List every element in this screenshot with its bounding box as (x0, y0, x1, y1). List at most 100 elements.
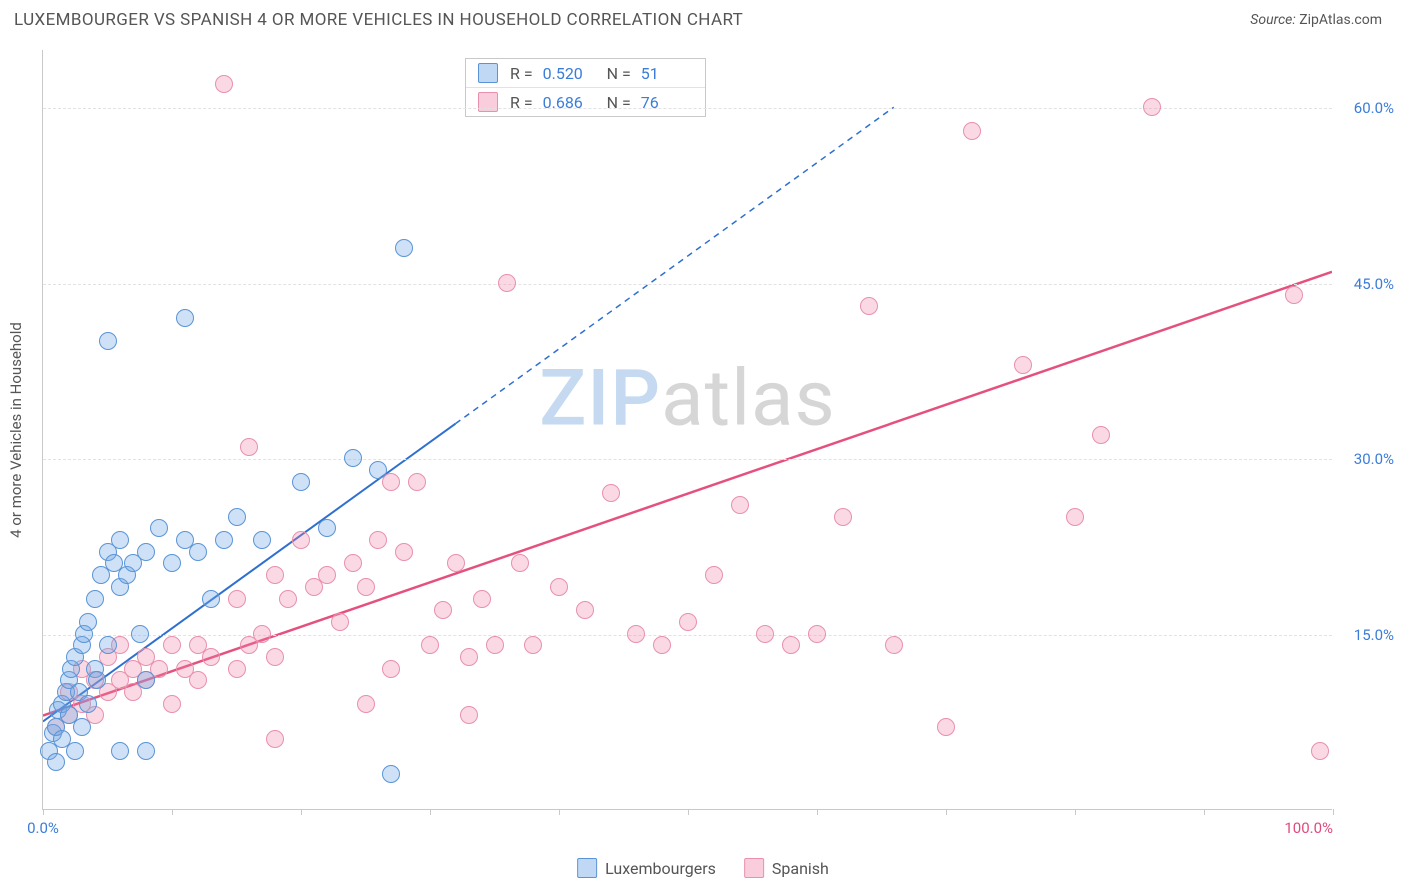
data-point-spanish (163, 636, 181, 654)
x-tick (1075, 809, 1076, 815)
data-point-spanish (215, 75, 233, 93)
data-point-spanish (266, 648, 284, 666)
data-point-spanish (382, 660, 400, 678)
source-value: ZipAtlas.com (1299, 12, 1382, 28)
data-point-spanish (266, 730, 284, 748)
data-point-luxembourgers (86, 590, 104, 608)
data-point-luxembourgers (79, 613, 97, 631)
gridline (43, 284, 1332, 285)
data-point-luxembourgers (66, 742, 84, 760)
data-point-spanish (240, 438, 258, 456)
data-point-luxembourgers (189, 543, 207, 561)
data-point-spanish (731, 496, 749, 514)
data-point-spanish (756, 625, 774, 643)
data-point-spanish (963, 122, 981, 140)
legend-label: Luxembourgers (605, 859, 716, 878)
x-tick (301, 809, 302, 815)
data-point-spanish (679, 613, 697, 631)
data-point-spanish (202, 648, 220, 666)
data-point-spanish (357, 578, 375, 596)
x-tick (1204, 809, 1205, 815)
data-point-spanish (369, 531, 387, 549)
data-point-spanish (421, 636, 439, 654)
data-point-spanish (860, 297, 878, 315)
data-point-spanish (460, 706, 478, 724)
x-tick (1333, 809, 1334, 815)
data-point-spanish (460, 648, 478, 666)
data-point-luxembourgers (318, 519, 336, 537)
swatch-pink (744, 858, 764, 878)
data-point-luxembourgers (79, 695, 97, 713)
data-point-spanish (524, 636, 542, 654)
source-label: Source: (1250, 12, 1295, 28)
data-point-spanish (627, 625, 645, 643)
gridline (43, 459, 1332, 460)
data-point-luxembourgers (395, 239, 413, 257)
data-point-spanish (1311, 742, 1329, 760)
chart-title: LUXEMBOURGER VS SPANISH 4 OR MORE VEHICL… (14, 10, 743, 30)
legend-item-luxembourgers: Luxembourgers (577, 858, 716, 878)
data-point-spanish (279, 590, 297, 608)
y-axis-label: 4 or more Vehicles in Household (7, 322, 25, 538)
data-point-spanish (705, 566, 723, 584)
data-point-spanish (1014, 356, 1032, 374)
data-point-spanish (408, 473, 426, 491)
x-tick (817, 809, 818, 815)
gridline (43, 108, 1332, 109)
x-tick (559, 809, 560, 815)
stat-r-value-blue: 0.520 (543, 64, 595, 83)
data-point-spanish (576, 601, 594, 619)
x-tick (172, 809, 173, 815)
data-point-luxembourgers (111, 742, 129, 760)
data-point-spanish (266, 566, 284, 584)
data-point-spanish (834, 508, 852, 526)
data-point-luxembourgers (99, 636, 117, 654)
x-tick (430, 809, 431, 815)
data-point-luxembourgers (99, 332, 117, 350)
data-point-spanish (808, 625, 826, 643)
y-tick-label: 60.0% (1339, 99, 1394, 117)
data-point-spanish (653, 636, 671, 654)
data-point-luxembourgers (137, 742, 155, 760)
data-point-luxembourgers (292, 473, 310, 491)
data-point-luxembourgers (176, 309, 194, 327)
data-point-spanish (473, 590, 491, 608)
stats-row-luxembourgers: R = 0.520 N = 51 (466, 59, 705, 87)
data-point-spanish (486, 636, 504, 654)
stat-n-label: N = (607, 64, 631, 83)
data-point-luxembourgers (344, 449, 362, 467)
data-point-spanish (498, 274, 516, 292)
legend-label: Spanish (772, 859, 829, 878)
data-point-spanish (189, 671, 207, 689)
stat-r-label: R = (510, 64, 533, 83)
data-point-spanish (550, 578, 568, 596)
data-point-luxembourgers (163, 554, 181, 572)
plot-area: ZIPatlas R = 0.520 N = 51 R = 0.686 N = … (42, 50, 1332, 810)
data-point-spanish (292, 531, 310, 549)
data-point-spanish (447, 554, 465, 572)
data-point-luxembourgers (73, 718, 91, 736)
swatch-blue (577, 858, 597, 878)
data-point-spanish (395, 543, 413, 561)
y-tick-label: 45.0% (1339, 275, 1394, 293)
legend-item-spanish: Spanish (744, 858, 829, 878)
data-point-luxembourgers (137, 671, 155, 689)
data-point-luxembourgers (137, 543, 155, 561)
data-point-spanish (602, 484, 620, 502)
data-point-spanish (1092, 426, 1110, 444)
data-point-luxembourgers (111, 531, 129, 549)
chart-container: 4 or more Vehicles in Household ZIPatlas… (42, 50, 1332, 810)
legend-bottom: Luxembourgers Spanish (577, 858, 829, 878)
data-point-luxembourgers (253, 531, 271, 549)
data-point-spanish (937, 718, 955, 736)
data-point-spanish (511, 554, 529, 572)
x-tick-label: 100.0% (1284, 819, 1333, 837)
data-point-spanish (885, 636, 903, 654)
data-point-spanish (163, 695, 181, 713)
source-credit: Source: ZipAtlas.com (1250, 12, 1382, 28)
data-point-spanish (357, 695, 375, 713)
data-point-luxembourgers (150, 519, 168, 537)
data-point-luxembourgers (88, 671, 106, 689)
stat-n-value-blue: 51 (641, 64, 693, 83)
data-point-luxembourgers (202, 590, 220, 608)
